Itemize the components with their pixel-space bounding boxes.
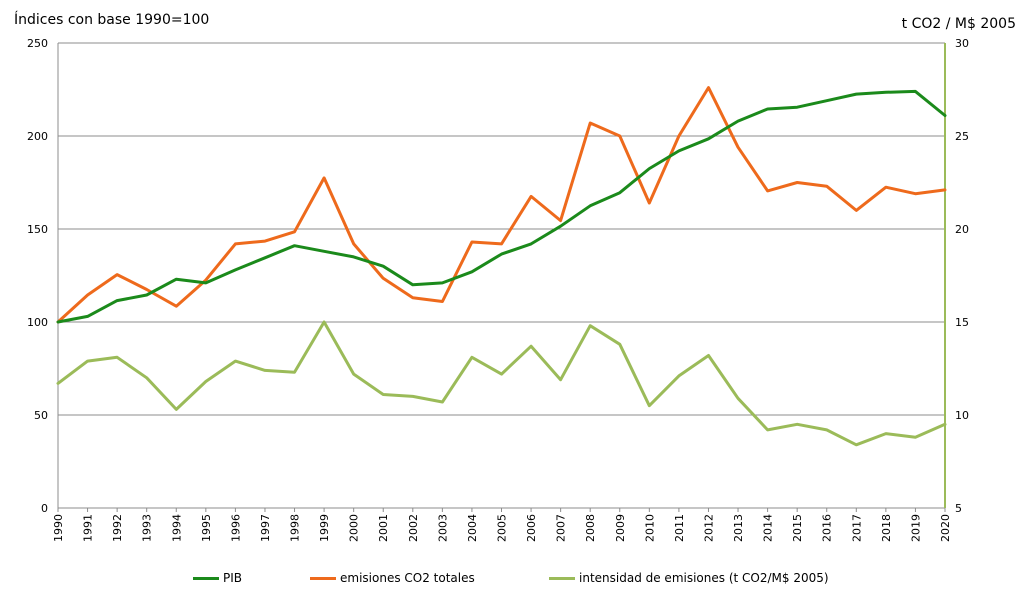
x-tick-label: 2005 — [496, 514, 509, 542]
y-left-tick-label: 50 — [34, 409, 48, 422]
y-right-tick-label: 20 — [955, 223, 969, 236]
legend-label-pib: PIB — [223, 571, 243, 585]
x-tick-label: 2018 — [880, 514, 893, 542]
y-left-tick-label: 200 — [27, 130, 48, 143]
x-tick-label: 2016 — [821, 514, 834, 542]
x-tick-label: 2006 — [525, 514, 538, 542]
y-left-tick-label: 250 — [27, 37, 48, 50]
y-left-tick-label: 100 — [27, 316, 48, 329]
x-tick-label: 2003 — [436, 514, 449, 542]
legend-swatch-emisiones — [310, 576, 336, 580]
x-tick-label: 2017 — [850, 514, 863, 542]
y-right-tick-label: 10 — [955, 409, 969, 422]
x-tick-label: 2011 — [673, 514, 686, 542]
legend-label-emisiones: emisiones CO2 totales — [340, 571, 475, 585]
x-tick-label: 1994 — [170, 514, 183, 542]
right-axis-title: t CO2 / M$ 2005 — [901, 16, 1016, 32]
legend-item-intensidad: intensidad de emisiones (t CO2/M$ 2005) — [549, 571, 829, 585]
x-tick-label: 2014 — [762, 514, 775, 542]
x-tick-label: 1996 — [229, 514, 242, 542]
legend-swatch-pib — [193, 576, 219, 580]
series-line-pib — [56, 89, 947, 324]
x-tick-label: 1998 — [289, 514, 302, 542]
x-tick-label: 1992 — [111, 514, 124, 542]
y-right-tick-label: 30 — [955, 37, 969, 50]
x-tick-label: 2000 — [348, 514, 361, 542]
legend: PIB emisiones CO2 totales intensidad de … — [0, 571, 1028, 587]
series-line-emisiones — [56, 86, 947, 324]
y-left-tick-label: 0 — [41, 502, 48, 515]
x-tick-label: 2019 — [909, 514, 922, 542]
series-line-intensidad — [56, 320, 947, 447]
y-right-tick-label: 15 — [955, 316, 969, 329]
x-tick-label: 1991 — [82, 514, 95, 542]
legend-label-intensidad: intensidad de emisiones (t CO2/M$ 2005) — [579, 571, 829, 585]
x-tick-label: 2015 — [791, 514, 804, 542]
x-tick-label: 2013 — [732, 514, 745, 542]
x-tick-label: 2020 — [939, 514, 952, 542]
x-tick-label: 1999 — [318, 514, 331, 542]
y-right-tick-label: 25 — [955, 130, 969, 143]
x-tick-label: 2001 — [377, 514, 390, 542]
x-tick-label: 2002 — [407, 514, 420, 542]
x-tick-label: 2010 — [643, 514, 656, 542]
left-axis-title: Índices con base 1990=100 — [14, 12, 210, 28]
x-tick-label: 1995 — [200, 514, 213, 542]
x-tick-label: 2007 — [555, 514, 568, 542]
x-tick-label: 1990 — [52, 514, 65, 542]
x-tick-label: 2012 — [702, 514, 715, 542]
legend-item-pib: PIB — [193, 571, 242, 585]
x-tick-label: 1997 — [259, 514, 272, 542]
legend-swatch-intensidad — [549, 576, 575, 580]
legend-item-emisiones: emisiones CO2 totales — [310, 571, 475, 585]
y-right-tick-label: 5 — [955, 502, 962, 515]
y-left-tick-label: 150 — [27, 223, 48, 236]
x-tick-label: 2004 — [466, 514, 479, 542]
x-tick-label: 2009 — [614, 514, 627, 542]
x-tick-label: 2008 — [584, 514, 597, 542]
x-tick-label: 1993 — [141, 514, 154, 542]
